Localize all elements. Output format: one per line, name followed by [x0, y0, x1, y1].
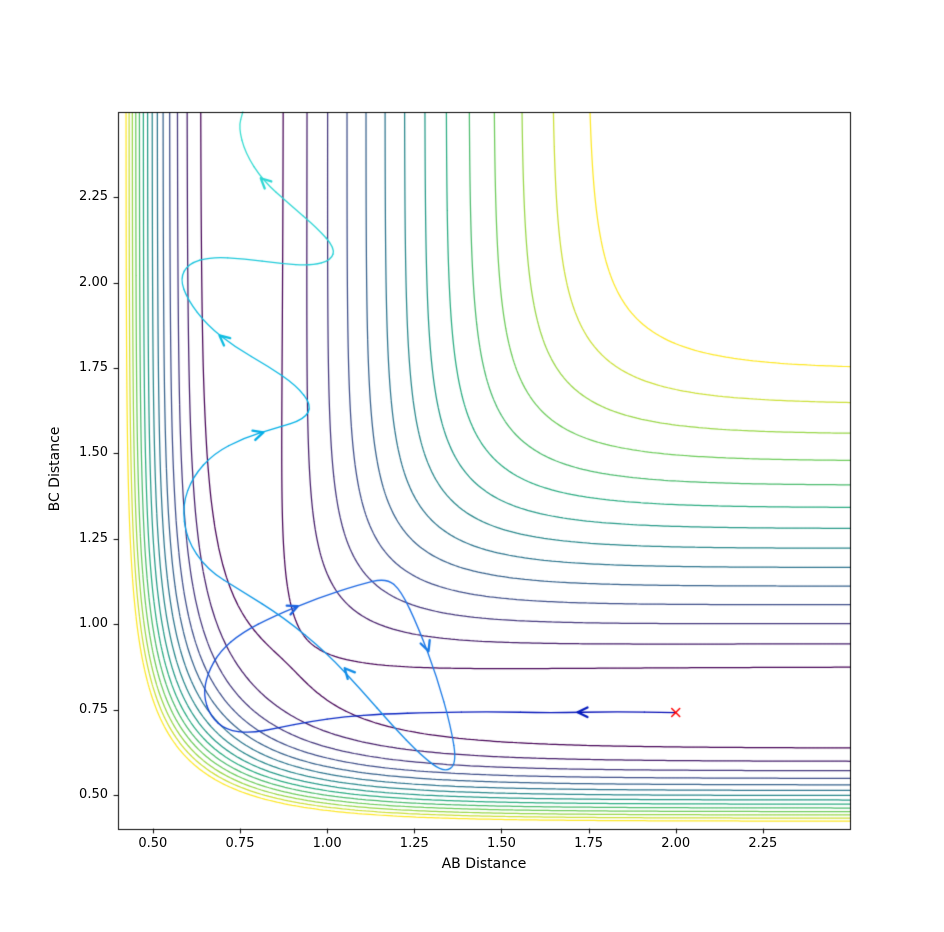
y-tick-label: 2.00	[79, 274, 108, 290]
x-tick-label: 2.25	[748, 836, 778, 851]
x-tick-label: 0.50	[138, 836, 168, 851]
x-tick-label: 2.00	[661, 836, 691, 851]
y-tick-label: 1.50	[79, 445, 108, 461]
x-tick-label: 1.75	[574, 836, 604, 851]
x-tick-label: 1.00	[312, 836, 342, 851]
y-tick-label: 1.00	[79, 616, 108, 632]
x-tick-label: 1.50	[486, 836, 516, 851]
x-tick-label: 1.25	[399, 836, 429, 851]
y-axis-label: BC Distance	[47, 426, 63, 512]
y-tick-label: 0.75	[79, 701, 108, 717]
x-tick-label: 0.75	[225, 836, 255, 851]
x-axis-label: AB Distance	[441, 856, 527, 872]
y-tick-label: 1.75	[79, 360, 108, 376]
y-tick-label: 0.50	[79, 786, 108, 802]
y-tick-label: 1.25	[79, 530, 108, 546]
y-tick-label: 2.25	[79, 189, 108, 205]
